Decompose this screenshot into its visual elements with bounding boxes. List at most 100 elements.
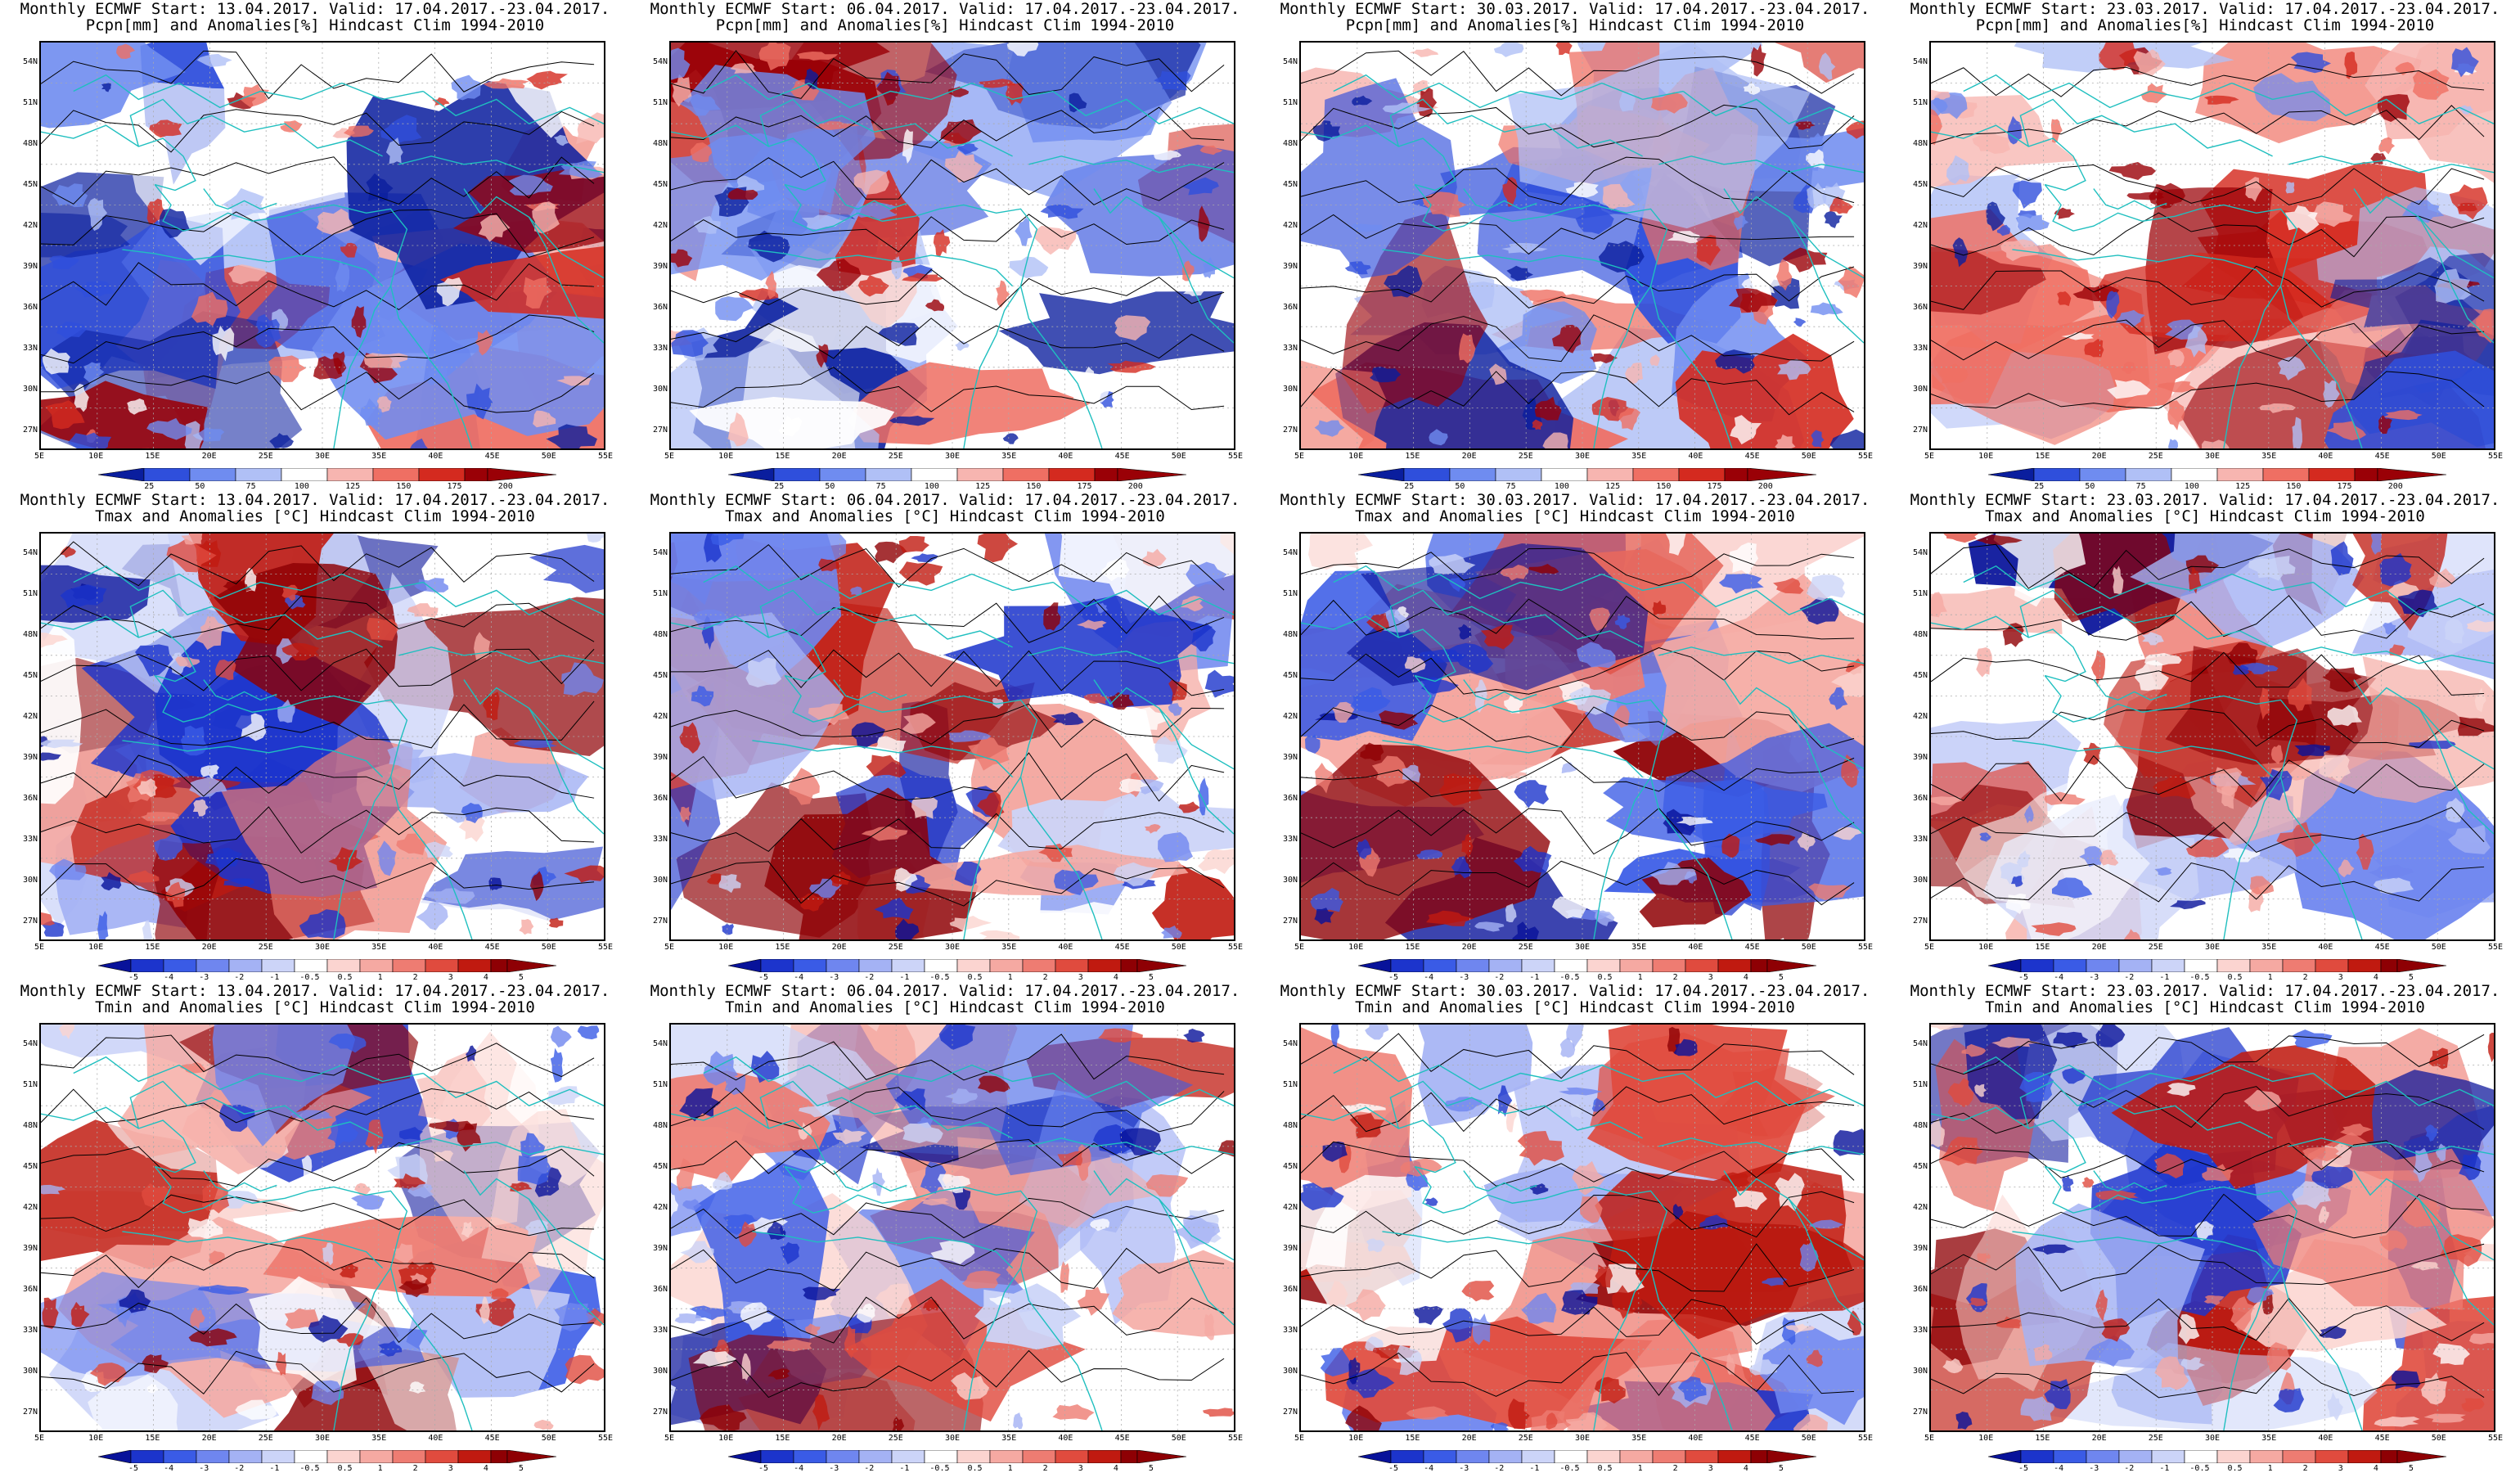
colorbar-tick-label: 5	[518, 1464, 524, 1473]
latitude-label: 48N	[652, 630, 668, 639]
colorbar-tick-label: 75	[875, 482, 886, 491]
colorbar-tick-label: -0.5	[299, 1464, 320, 1473]
panel-title-line2: Pcpn[mm] and Anomalies[%] Hindcast Clim …	[85, 16, 545, 34]
colorbar-tick-label: -3	[199, 1464, 209, 1473]
panel-title-line2: Tmin and Anomalies [°C] Hindcast Clim 19…	[1355, 998, 1795, 1016]
latitude-label: 36N	[1282, 1285, 1298, 1294]
latitude-label: 54N	[1282, 1039, 1298, 1048]
colorbar-tick-label: 4	[2373, 973, 2378, 982]
panel-title-line1: Monthly ECMWF Start: 23.03.2017. Valid: …	[1910, 982, 2500, 1000]
latitude-label: 42N	[652, 221, 668, 230]
longitude-label: 40E	[1058, 943, 1073, 952]
colorbar-tick-label: 4	[483, 1464, 488, 1473]
colorbar-tick-label: -0.5	[929, 973, 950, 982]
forecast-map-panel: Monthly ECMWF Start: 06.04.2017. Valid: …	[630, 491, 1260, 982]
colorbar-tick-label: 25	[774, 482, 785, 491]
colorbar-tick-label: 0.5	[1597, 973, 1613, 982]
longitude-label: 15E	[775, 1434, 790, 1443]
colorbar-tick-label: -3	[829, 973, 839, 982]
colorbar	[728, 468, 1186, 481]
colorbar-tick-label: 3	[2338, 1464, 2343, 1473]
longitude-label: 35E	[1631, 943, 1647, 952]
longitude-label: 40E	[428, 452, 443, 461]
latitude-label: 30N	[1282, 385, 1298, 394]
colorbar-tick-label: -3	[199, 973, 209, 982]
anomaly-map	[1929, 532, 2495, 941]
colorbar-tick-label: 200	[1757, 482, 1773, 491]
latitude-label: 45N	[22, 1162, 38, 1171]
colorbar-tick-label: -3	[2089, 973, 2099, 982]
latitude-label: 39N	[1282, 262, 1298, 271]
latitude-label: 42N	[1282, 712, 1298, 721]
latitude-label: 33N	[1282, 1326, 1298, 1335]
colorbar-tick-label: 25	[2034, 482, 2045, 491]
longitude-label: 15E	[145, 1434, 160, 1443]
colorbar-tick-label: -5	[128, 973, 139, 982]
colorbar	[1988, 1450, 2446, 1463]
longitude-label: 35E	[1001, 1434, 1017, 1443]
panel-title-line1: Monthly ECMWF Start: 13.04.2017. Valid: …	[20, 0, 610, 18]
latitude-label: 39N	[1912, 1244, 1928, 1253]
longitude-label: 5E	[34, 452, 45, 461]
longitude-label: 45E	[484, 943, 500, 952]
latitude-label: 33N	[1912, 344, 1928, 353]
colorbar-tick-label: 2	[1042, 1464, 1048, 1473]
colorbar-tick-label: 25	[144, 482, 155, 491]
longitude-label: 5E	[664, 1434, 675, 1443]
longitude-label: 20E	[201, 452, 217, 461]
colorbar-tick-label: 4	[1743, 973, 1748, 982]
colorbar-tick-label: -3	[1459, 973, 1469, 982]
longitude-label: 5E	[664, 943, 675, 952]
panel-title-line2: Tmin and Anomalies [°C] Hindcast Clim 19…	[95, 998, 535, 1016]
colorbar	[728, 1450, 1186, 1463]
longitude-label: 30E	[1574, 452, 1591, 461]
longitude-label: 55E	[1227, 1434, 1244, 1443]
longitude-label: 55E	[1857, 452, 1874, 461]
longitude-label: 20E	[201, 943, 217, 952]
longitude-label: 35E	[1631, 1434, 1647, 1443]
latitude-label: 45N	[652, 180, 668, 189]
longitude-label: 50E	[1171, 943, 1186, 952]
latitude-label: 30N	[1912, 385, 1928, 394]
latitude-label: 27N	[652, 1408, 668, 1417]
colorbar-tick-label: -2	[234, 973, 245, 982]
colorbar-tick-label: 5	[1778, 1464, 1784, 1473]
panel-title-line1: Monthly ECMWF Start: 06.04.2017. Valid: …	[650, 491, 1240, 509]
longitude-label: 40E	[2318, 943, 2333, 952]
longitude-label: 25E	[258, 452, 273, 461]
longitude-label: 15E	[145, 943, 160, 952]
longitude-label: 55E	[597, 452, 614, 461]
forecast-map-panel: Monthly ECMWF Start: 30.03.2017. Valid: …	[1260, 0, 1890, 491]
colorbar-tick-label: 1	[377, 1464, 383, 1473]
colorbar-tick-label: 5	[2408, 973, 2414, 982]
latitude-label: 36N	[1282, 794, 1298, 803]
latitude-label: 33N	[1912, 835, 1928, 844]
colorbar-tick-label: 3	[1708, 1464, 1713, 1473]
longitude-label: 35E	[371, 452, 387, 461]
colorbar-tick-label: 1	[1007, 973, 1013, 982]
panel-title-line2: Pcpn[mm] and Anomalies[%] Hindcast Clim …	[1975, 16, 2435, 34]
longitude-label: 40E	[1688, 452, 1703, 461]
colorbar-tick-label: 1	[1007, 1464, 1013, 1473]
colorbar-tick-label: -4	[164, 973, 174, 982]
forecast-map-panel: Monthly ECMWF Start: 30.03.2017. Valid: …	[1260, 982, 1890, 1473]
longitude-label: 10E	[88, 452, 104, 461]
panel-title-line1: Monthly ECMWF Start: 30.03.2017. Valid: …	[1280, 491, 1870, 509]
colorbar-tick-label: -1	[899, 1464, 910, 1473]
colorbar-tick-label: 200	[2387, 482, 2403, 491]
colorbar-tick-label: -4	[2054, 973, 2064, 982]
latitude-label: 30N	[652, 385, 668, 394]
longitude-label: 20E	[1461, 452, 1477, 461]
longitude-label: 5E	[1924, 452, 1935, 461]
colorbar-tick-label: -2	[864, 1464, 875, 1473]
latitude-label: 48N	[1282, 1121, 1298, 1130]
colorbar-tick-label: 75	[245, 482, 256, 491]
longitude-label: 30E	[2204, 1434, 2221, 1443]
latitude-label: 30N	[22, 876, 38, 885]
colorbar-tick-label: 150	[396, 482, 412, 491]
latitude-label: 27N	[22, 1408, 38, 1417]
colorbar-tick-label: 50	[1455, 482, 1465, 491]
colorbar-tick-label: 175	[1707, 482, 1722, 491]
longitude-label: 55E	[2487, 943, 2504, 952]
latitude-label: 45N	[1282, 1162, 1298, 1171]
